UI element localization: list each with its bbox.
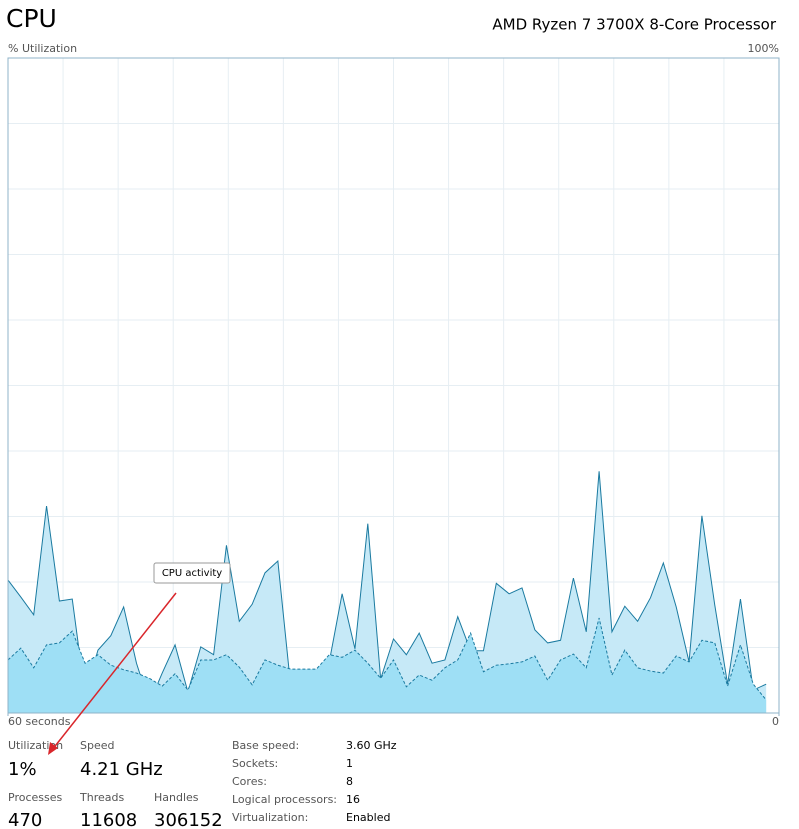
- arrow-head: [48, 742, 58, 755]
- y-axis-label: % Utilization: [8, 42, 77, 55]
- detail-value: Enabled: [346, 811, 390, 824]
- detail-value: 1: [346, 757, 353, 770]
- detail-label: Base speed:: [232, 739, 299, 752]
- detail-label: Virtualization:: [232, 811, 308, 824]
- y-tick-label: 100%: [748, 42, 779, 55]
- detail-label: Logical processors:: [232, 793, 337, 806]
- stat-label: Processes: [8, 791, 62, 804]
- processor-name: AMD Ryzen 7 3700X 8-Core Processor: [492, 16, 776, 34]
- detail-label: Sockets:: [232, 757, 278, 770]
- arrow: [51, 592, 177, 751]
- stat-value: 4.21 GHz: [80, 759, 163, 780]
- line: [7, 471, 767, 705]
- stat-label: Handles: [154, 791, 199, 804]
- stat-label: Speed: [80, 739, 114, 752]
- detail-value: 16: [346, 793, 360, 806]
- x-tick-label: 0: [772, 715, 779, 728]
- line: [7, 617, 767, 701]
- detail-value: 8: [346, 775, 353, 788]
- detail-label: Cores:: [232, 775, 267, 788]
- tooltip-box: [153, 562, 231, 584]
- detail-value: 3.60 GHz: [346, 739, 397, 752]
- area: [8, 471, 767, 713]
- x-tick-label: 60 seconds: [8, 715, 71, 728]
- stat-label: Threads: [79, 791, 124, 804]
- stat-value: 1%: [8, 759, 37, 780]
- stat-value: 306152: [154, 810, 223, 829]
- stat-value: 470: [8, 810, 42, 829]
- area: [8, 618, 767, 713]
- title: CPU: [6, 4, 57, 33]
- tooltip-text: CPU activity: [162, 568, 222, 579]
- graph-border: [7, 57, 780, 714]
- stat-value: 11608: [80, 810, 137, 829]
